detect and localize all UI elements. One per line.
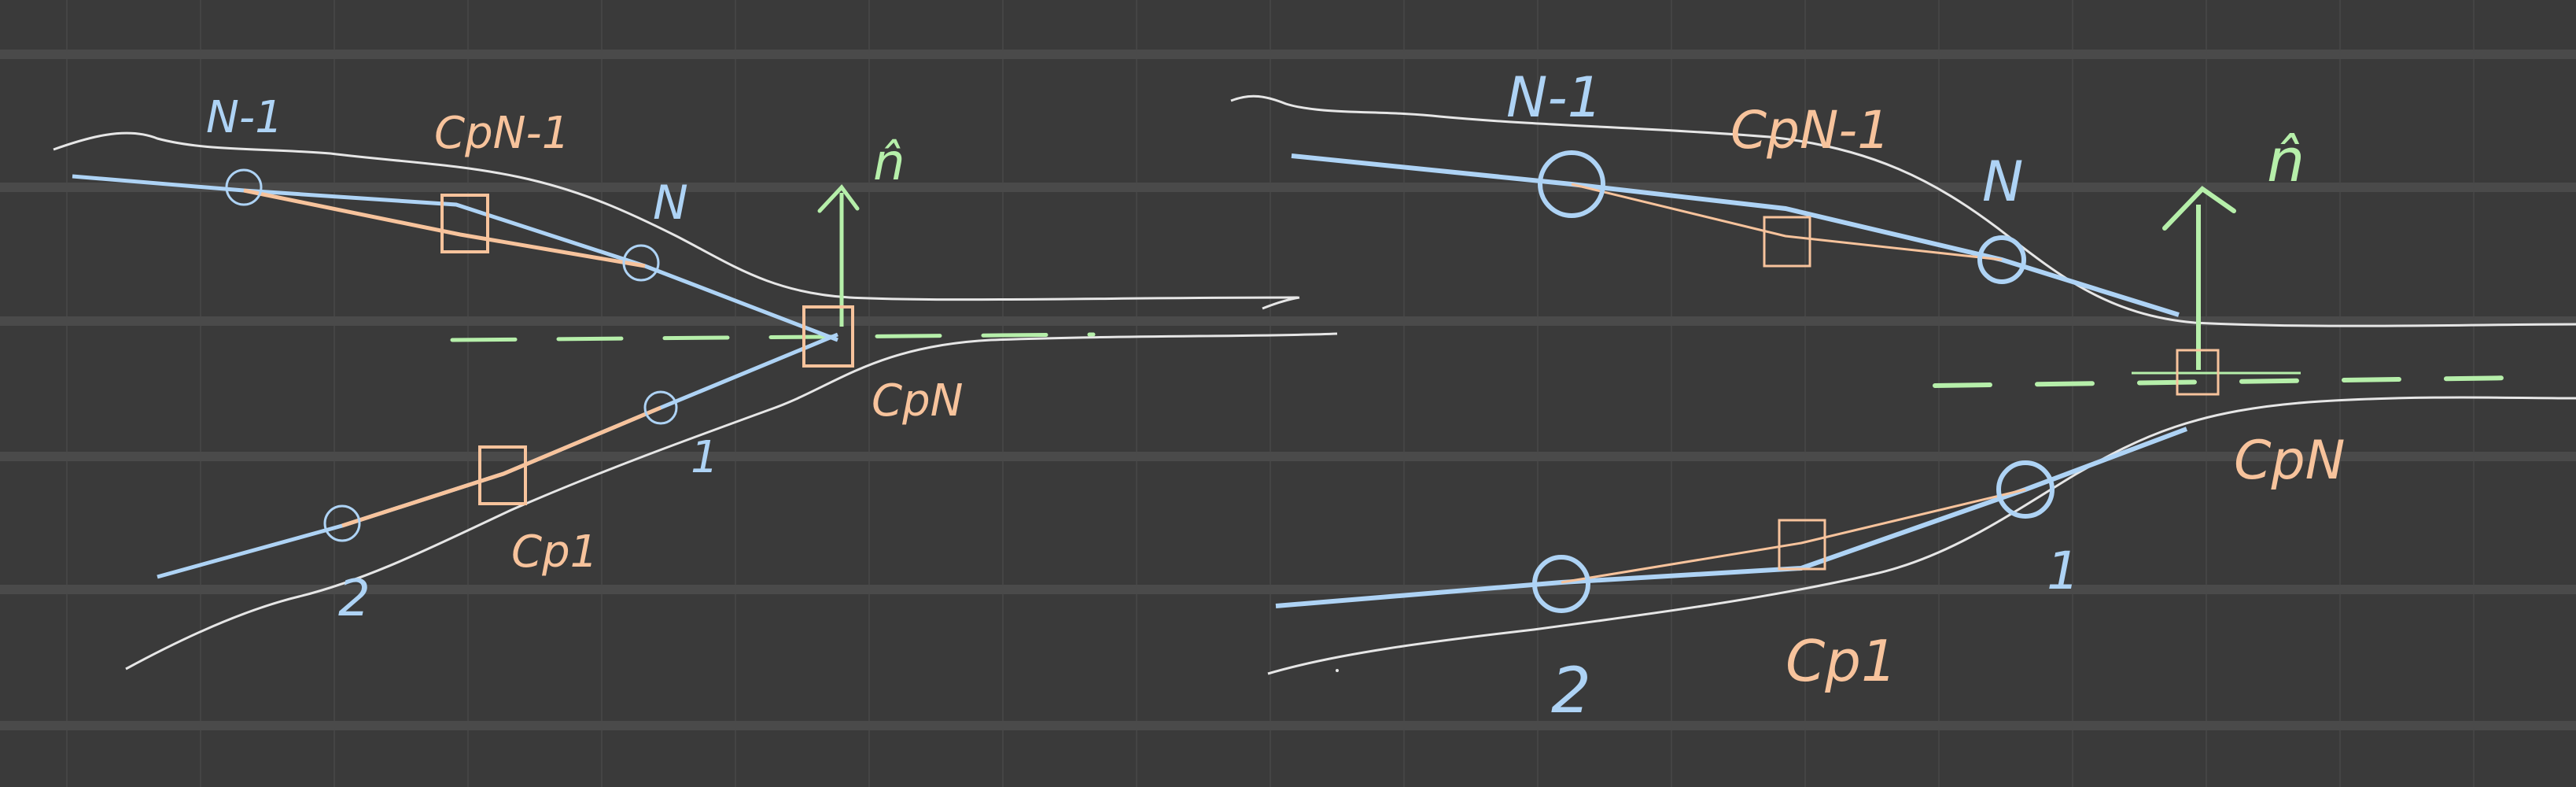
label-cp-n-minus-1: CpN-1 — [434, 108, 569, 159]
upper-panels — [1291, 153, 2180, 317]
symmetry-dashed-line — [450, 332, 1096, 342]
label-n: N — [653, 176, 688, 231]
node-1 — [1996, 460, 2055, 519]
node-n — [1977, 235, 2026, 284]
label-2: 2 — [338, 570, 370, 628]
control-point-n — [2176, 349, 2220, 396]
label-cp-n-minus-1: CpN-1 — [1730, 100, 1890, 161]
label-1: 1 — [691, 432, 719, 483]
node-n-minus-1 — [1538, 150, 1605, 218]
upper-control-line — [243, 188, 646, 268]
lower-control-line — [1561, 488, 2026, 584]
control-point-n — [802, 305, 854, 368]
control-point-1 — [478, 445, 527, 505]
label-1: 1 — [2047, 541, 2080, 601]
label-n: N — [1982, 150, 2023, 214]
label-n-hat: n̂ — [873, 134, 905, 192]
label-n-minus-1: N-1 — [206, 92, 283, 143]
node-1 — [643, 390, 678, 425]
grid-horizontal-rules — [0, 50, 2576, 730]
normal-arrowhead — [2162, 186, 2236, 231]
label-n-minus-1: N-1 — [1506, 65, 1602, 130]
label-cp-n: CpN — [2234, 430, 2346, 492]
node-2 — [1532, 555, 1590, 613]
lower-wall-curve — [125, 332, 1338, 671]
node-2 — [323, 504, 361, 542]
grid-vertical-lines — [66, 0, 2475, 787]
label-n-hat: n̂ — [2267, 125, 2305, 195]
label-cp-n: CpN — [872, 375, 964, 427]
sketch-left: N-1 CpN-1 N n̂ CpN 1 Cp1 2 — [53, 92, 1338, 671]
upper-control-line — [1571, 183, 2003, 261]
control-point-n-minus-1 — [440, 194, 489, 253]
label-2: 2 — [1551, 654, 1591, 727]
label-cp-1: Cp1 — [1786, 628, 1897, 694]
upper-wall-curve — [53, 131, 1299, 301]
normal-arrowhead — [817, 184, 860, 213]
lower-control-line — [341, 405, 662, 528]
control-point-1 — [1778, 519, 1826, 571]
node-n — [622, 244, 660, 282]
upper-wall-end-tick — [1262, 296, 1300, 310]
upper-wall-curve — [1230, 94, 2576, 327]
upper-panels — [72, 174, 838, 342]
label-cp-1: Cp1 — [511, 527, 598, 578]
lower-wall-curve — [1267, 396, 2576, 675]
sketch-right: N-1 CpN-1 N n̂ CpN 1 Cp1 2 — [1230, 65, 2576, 727]
stray-dot — [1336, 669, 1339, 672]
control-point-n-minus-1 — [1763, 216, 1811, 268]
node-n-minus-1 — [225, 168, 263, 206]
